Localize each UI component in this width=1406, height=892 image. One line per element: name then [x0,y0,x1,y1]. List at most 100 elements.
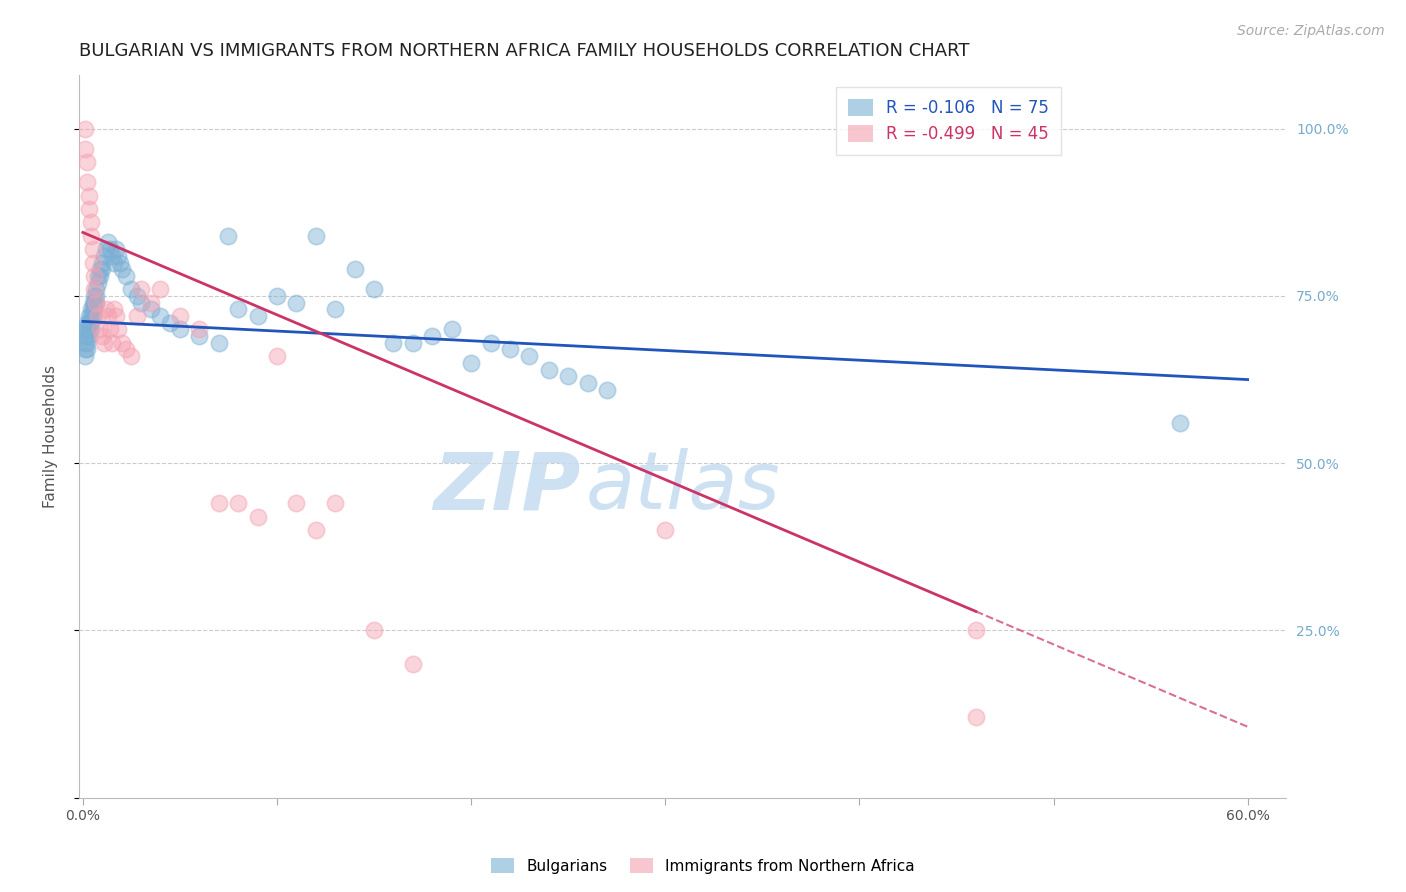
Point [76,175,98,189]
Point [246,509,269,524]
Point [82,255,104,269]
Legend: R = -0.106   N = 75, R = -0.499   N = 45: R = -0.106 N = 75, R = -0.499 N = 45 [837,87,1060,155]
Point [139,295,162,310]
Y-axis label: Family Households: Family Households [44,365,58,508]
Point [323,496,346,510]
Point [343,262,366,277]
Point [79,316,101,330]
Point [107,249,129,263]
Text: ZIP: ZIP [433,448,581,526]
Point [226,496,249,510]
Point [97,235,120,250]
Point [86,282,108,296]
Point [103,255,125,269]
Point [111,335,134,350]
Point [149,309,172,323]
Point [76,343,98,357]
Point [114,268,136,283]
Point [226,302,249,317]
Point [107,322,129,336]
Point [101,249,124,263]
Point [188,322,211,336]
Point [169,322,191,336]
Point [98,322,121,336]
Point [76,335,98,350]
Point [79,302,101,317]
Point [169,309,191,323]
Point [86,295,108,310]
Point [479,335,502,350]
Point [460,356,482,370]
Point [104,309,127,323]
Point [82,302,104,317]
Point [73,335,96,350]
Point [83,268,105,283]
Legend: Bulgarians, Immigrants from Northern Africa: Bulgarians, Immigrants from Northern Afr… [485,852,921,880]
Point [402,335,425,350]
Point [89,322,111,336]
Point [79,309,101,323]
Point [76,316,98,330]
Point [159,316,181,330]
Point [1168,416,1191,430]
Point [246,309,269,323]
Point [83,289,105,303]
Point [77,322,100,336]
Point [188,329,211,343]
Point [120,349,142,363]
Point [76,155,98,169]
Point [82,242,104,256]
Point [93,335,115,350]
Point [101,335,124,350]
Point [83,282,105,296]
Point [77,309,100,323]
Text: atlas: atlas [586,448,780,526]
Point [120,282,142,296]
Point [149,282,172,296]
Point [104,242,127,256]
Point [83,302,105,317]
Point [73,343,96,357]
Point [97,309,120,323]
Point [557,369,579,384]
Point [98,242,121,256]
Point [82,309,104,323]
Text: Source: ZipAtlas.com: Source: ZipAtlas.com [1237,24,1385,38]
Point [89,262,111,277]
Point [139,302,162,317]
Point [363,624,385,638]
Point [89,268,111,283]
Point [86,295,108,310]
Point [129,282,152,296]
Point [499,343,522,357]
Point [217,228,239,243]
Point [91,255,114,269]
Point [654,523,676,537]
Point [208,496,231,510]
Point [73,142,96,156]
Point [576,376,599,390]
Point [596,383,619,397]
Point [79,228,101,243]
Point [537,362,560,376]
Point [87,309,110,323]
Point [73,349,96,363]
Point [111,262,134,277]
Point [965,710,987,724]
Point [91,262,114,277]
Point [266,289,288,303]
Point [77,188,100,202]
Point [87,268,110,283]
Point [965,624,987,638]
Point [77,202,100,216]
Point [76,329,98,343]
Point [82,295,104,310]
Point [517,349,540,363]
Point [420,329,443,343]
Point [208,335,231,350]
Point [305,523,328,537]
Text: BULGARIAN VS IMMIGRANTS FROM NORTHERN AFRICA FAMILY HOUSEHOLDS CORRELATION CHART: BULGARIAN VS IMMIGRANTS FROM NORTHERN AF… [79,42,970,60]
Point [323,302,346,317]
Point [402,657,425,671]
Point [76,322,98,336]
